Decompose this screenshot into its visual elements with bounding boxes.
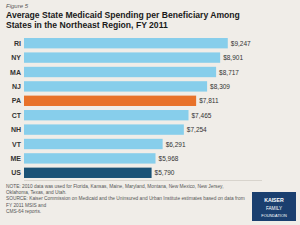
data-label: $7,465: [192, 112, 212, 119]
category-label: NY: [11, 54, 21, 61]
bar: [24, 67, 216, 77]
data-label: $8,717: [219, 69, 239, 76]
title-line: States in the Northeast Region, FY 2011: [6, 20, 168, 30]
bar: [24, 96, 196, 106]
logo-text: FOUNDATION: [261, 213, 287, 218]
logo-text: FAMILY: [266, 206, 282, 211]
data-label: $7,254: [187, 126, 207, 133]
bars: [24, 38, 228, 178]
data-label: $8,309: [210, 83, 230, 90]
category-label: ME: [11, 155, 22, 162]
title-line: Average State Medicaid Spending per Bene…: [6, 10, 240, 20]
x-axis-line: [24, 180, 262, 181]
bar: [24, 139, 163, 149]
logo-box: [252, 192, 296, 221]
bar: [24, 38, 228, 48]
figure-label: Figure 5: [6, 3, 29, 9]
note-line: CMS-64 reports.: [6, 209, 41, 214]
note-line: NOTE: 2010 data was used for Florida, Ka…: [6, 184, 223, 189]
data-label: $6,291: [166, 141, 186, 148]
chart: Figure 5Average State Medicaid Spending …: [0, 0, 300, 225]
data-label: $5,968: [159, 155, 179, 162]
data-label: $9,247: [231, 40, 251, 47]
category-label: CT: [12, 112, 22, 119]
category-label: VT: [12, 141, 22, 148]
logo: KAISER FAMILY FOUNDATION: [252, 192, 296, 221]
bar: [24, 52, 220, 62]
bar: [24, 168, 152, 178]
note-line: Oklahoma, Texas, and Utah.: [6, 190, 66, 195]
bar: [24, 153, 156, 163]
labels: $5,790 US $5,968 ME $6,291 VT $7,254 NH $7,465 CT…: [10, 40, 251, 177]
category-label: NH: [11, 126, 21, 133]
bar: [24, 110, 189, 120]
category-label: PA: [12, 97, 21, 104]
title: Average State Medicaid Spending per Bene…: [6, 10, 240, 30]
note-line: FY 2011 MSIS and: [6, 203, 46, 208]
bar: [24, 124, 184, 134]
data-label: $8,901: [223, 54, 243, 61]
background: [0, 0, 300, 225]
category-label: MA: [10, 69, 21, 76]
data-label: $5,790: [155, 169, 175, 176]
note-line: SOURCE: Kaiser Commission on Medicaid an…: [6, 196, 245, 201]
note: NOTE: 2010 data was used for Florida, Ka…: [6, 184, 245, 214]
bar: [24, 81, 207, 91]
data-label: $7,811: [199, 97, 219, 104]
category-label: US: [11, 169, 21, 176]
category-label: RI: [14, 40, 21, 47]
category-label: NJ: [12, 83, 21, 90]
logo-text: KAISER: [264, 197, 284, 203]
